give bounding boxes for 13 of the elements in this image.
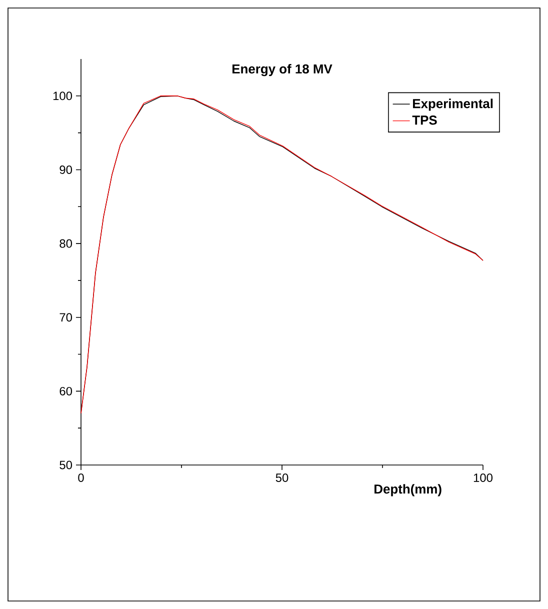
y-tick-label: 90 [60, 165, 72, 174]
x-tick-label: 50 [276, 474, 288, 482]
x-axis-title: Depth(mm) [374, 484, 442, 496]
x-tick-label: 100 [474, 474, 493, 482]
y-tick-label: 50 [60, 460, 72, 470]
y-tick-label: 70 [60, 313, 72, 322]
chart-title: Energy of 18 MV [232, 64, 332, 76]
y-tick-label: 60 [60, 386, 72, 396]
legend-label: Experimental [413, 98, 493, 111]
x-tick-label: 0 [78, 474, 84, 482]
legend-label: TPS [412, 116, 437, 125]
y-tick-label: 80 [60, 239, 72, 248]
y-tick-label: 100 [53, 92, 72, 100]
